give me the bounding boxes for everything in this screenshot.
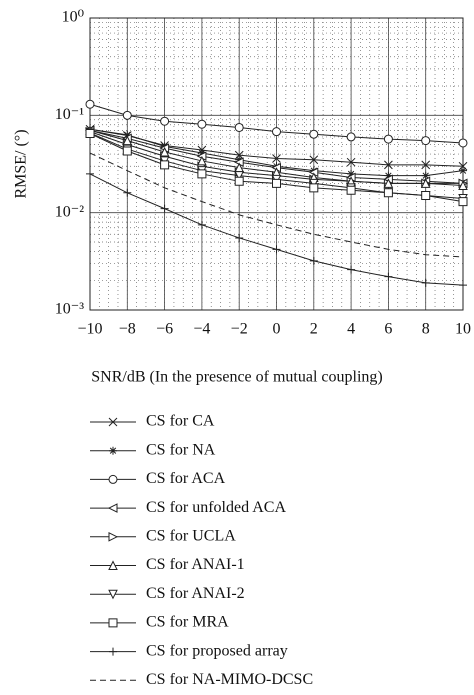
legend-label: CS for ANAI-1 (146, 556, 245, 573)
marker (421, 171, 430, 180)
marker (197, 220, 206, 229)
legend-marker (107, 503, 118, 513)
marker (122, 110, 132, 120)
marker (347, 265, 356, 274)
y-axis-label: RMSE/ (°) (13, 129, 30, 198)
series-line (89, 152, 464, 258)
x-axis-label: SNR/dB (In the presence of mutual coupli… (91, 369, 383, 386)
marker (458, 197, 468, 207)
legend-label: CS for NA (146, 441, 216, 458)
marker (421, 136, 431, 146)
legend-label: CS for UCLA (146, 527, 236, 544)
marker (160, 160, 170, 170)
marker (421, 191, 431, 201)
marker (235, 233, 244, 242)
x-tick-label: 0 (273, 321, 281, 338)
marker (272, 154, 281, 163)
marker (234, 171, 245, 181)
marker (197, 149, 206, 158)
marker (383, 188, 393, 198)
marker (458, 138, 468, 148)
y-tick-label: 10⁻³ (55, 301, 84, 318)
x-tick-label: −4 (193, 321, 210, 338)
marker (85, 129, 95, 139)
legend-label: CS for unfolded ACA (146, 499, 286, 516)
marker (309, 155, 319, 165)
marker (459, 281, 467, 290)
x-tick-label: −2 (231, 321, 248, 338)
legend-label: CS for NA-MIMO-DCSC (146, 671, 313, 688)
marker (123, 130, 132, 139)
y-tick-label: 10⁻¹ (55, 106, 84, 123)
marker (234, 123, 244, 132)
y-tick-label: 10⁻² (55, 203, 84, 220)
legend-marker (109, 446, 117, 455)
x-tick-label: 6 (384, 321, 392, 338)
marker (347, 169, 356, 178)
x-tick-label: 8 (422, 321, 430, 338)
legend-marker (109, 647, 117, 656)
marker (197, 155, 207, 166)
legend-label: CS for ANAI-2 (146, 585, 245, 602)
marker (346, 157, 356, 167)
marker (85, 99, 95, 109)
marker (458, 180, 468, 191)
x-tick-label: 10 (455, 321, 471, 338)
x-tick-label: −6 (156, 321, 173, 338)
marker (420, 178, 431, 188)
plot-frame (89, 17, 464, 311)
legend-marker (108, 474, 118, 484)
y-tick-label: 10⁰ (62, 9, 84, 26)
marker (309, 256, 318, 265)
legend-label: CS for proposed array (146, 642, 288, 659)
marker (160, 116, 170, 126)
marker (346, 185, 356, 195)
legend-label: CS for CA (146, 413, 215, 430)
marker (384, 272, 393, 281)
marker (421, 160, 431, 170)
marker (234, 150, 244, 160)
marker (383, 134, 393, 144)
marker (272, 245, 281, 254)
x-tick-label: −8 (119, 321, 136, 338)
x-tick-label: 4 (347, 321, 355, 338)
legend-label: CS for MRA (146, 614, 229, 631)
marker (384, 160, 393, 170)
marker (383, 178, 394, 188)
legend-marker (108, 560, 118, 570)
marker (122, 146, 132, 156)
marker (421, 278, 430, 287)
marker (86, 169, 94, 178)
marker (384, 171, 393, 180)
legend-marker (108, 589, 118, 600)
marker (234, 176, 244, 186)
marker (123, 188, 132, 197)
marker (197, 119, 207, 129)
legend-marker (108, 531, 119, 542)
marker (272, 178, 281, 188)
x-tick-label: 2 (310, 321, 318, 338)
marker (309, 129, 319, 139)
marker (346, 132, 356, 142)
marker (160, 204, 169, 213)
marker (159, 146, 170, 157)
legend-marker (108, 618, 118, 628)
marker (272, 127, 282, 137)
marker (197, 169, 207, 179)
marker (458, 161, 468, 171)
marker (309, 183, 319, 193)
marker (459, 166, 467, 175)
legend-label: CS for ACA (146, 470, 226, 487)
legend-marker (108, 417, 118, 427)
x-tick-label: −10 (77, 321, 102, 338)
